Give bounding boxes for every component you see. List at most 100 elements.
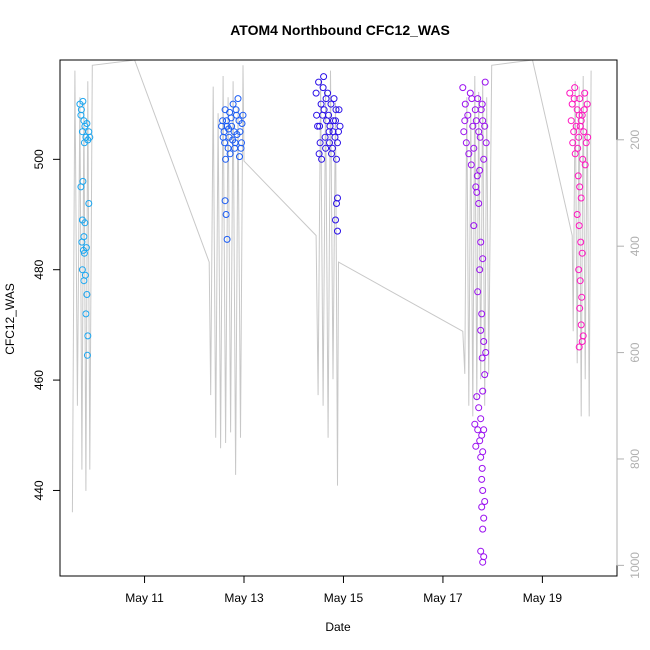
data-point xyxy=(465,150,473,158)
data-point xyxy=(479,525,487,533)
y-tick-label: 500 xyxy=(32,149,46,169)
data-point xyxy=(222,155,230,163)
data-point xyxy=(79,97,87,105)
data-point xyxy=(574,144,582,152)
data-point xyxy=(475,128,483,136)
data-point xyxy=(475,404,483,412)
data-point xyxy=(459,84,467,92)
data-point xyxy=(226,150,234,158)
data-point xyxy=(80,139,88,147)
data-point xyxy=(223,235,231,243)
data-point xyxy=(477,238,485,246)
data-point xyxy=(315,78,323,86)
data-point xyxy=(229,136,237,144)
data-point xyxy=(334,194,341,202)
right-tick-label: 600 xyxy=(628,342,642,362)
data-point xyxy=(80,277,88,285)
data-point xyxy=(573,211,581,218)
data-point xyxy=(222,211,230,218)
data-point xyxy=(323,117,331,125)
data-point xyxy=(567,117,575,125)
data-point xyxy=(576,304,584,312)
data-point xyxy=(473,188,481,196)
data-point xyxy=(575,266,583,274)
right-altitude-axis: 200 400 600 800 1000 xyxy=(616,129,642,579)
data-point xyxy=(570,95,578,103)
data-point xyxy=(479,487,487,494)
data-point xyxy=(236,153,243,161)
data-point xyxy=(464,111,472,119)
data-point xyxy=(470,222,478,230)
y-tick-label: 460 xyxy=(32,370,46,390)
data-point xyxy=(78,128,86,136)
data-point xyxy=(317,100,325,108)
data-point xyxy=(328,150,335,158)
data-point xyxy=(482,349,490,356)
data-point xyxy=(578,338,586,345)
data-point xyxy=(234,95,242,103)
data-point xyxy=(583,100,591,108)
right-tick-label: 800 xyxy=(628,449,642,469)
data-point xyxy=(584,133,592,141)
data-point xyxy=(580,128,588,136)
y-tick-label: 480 xyxy=(32,259,46,279)
data-point xyxy=(575,222,583,230)
data-point xyxy=(461,117,469,125)
data-point xyxy=(571,84,579,92)
data-point xyxy=(476,166,484,174)
data-point xyxy=(566,89,574,97)
data-point xyxy=(478,475,486,483)
data-point xyxy=(479,558,487,566)
data-point xyxy=(315,150,323,158)
data-point xyxy=(482,139,490,147)
data-point xyxy=(318,155,326,163)
data-point xyxy=(225,125,233,133)
data-point xyxy=(233,131,241,138)
data-point xyxy=(82,310,90,318)
data-point xyxy=(326,139,333,147)
data-point xyxy=(479,255,487,263)
right-tick-label: 400 xyxy=(628,236,642,256)
data-point xyxy=(83,351,91,359)
data-point xyxy=(478,503,486,511)
data-point xyxy=(478,310,486,318)
data-point xyxy=(478,354,486,362)
data-point xyxy=(77,111,85,119)
data-point xyxy=(336,122,344,130)
data-point xyxy=(85,200,93,207)
y-axis-label: CFC12_WAS xyxy=(3,283,17,355)
data-point xyxy=(481,371,489,379)
data-point xyxy=(325,128,333,136)
data-point xyxy=(219,117,227,125)
data-point xyxy=(580,106,588,114)
data-point xyxy=(322,144,330,152)
data-point xyxy=(332,106,340,114)
data-point xyxy=(571,150,579,158)
data-point xyxy=(324,89,332,97)
data-point xyxy=(581,89,589,97)
data-point xyxy=(481,122,489,130)
data-point xyxy=(471,420,479,428)
data-point xyxy=(333,155,340,163)
data-point xyxy=(314,122,322,130)
data-point xyxy=(577,321,585,329)
data-point xyxy=(78,266,86,274)
data-point xyxy=(477,326,485,334)
data-point xyxy=(479,387,487,395)
data-point xyxy=(480,553,488,561)
y-axis: 440 460 480 500 xyxy=(32,149,61,500)
data-point xyxy=(474,288,482,296)
data-point xyxy=(316,122,324,130)
data-point xyxy=(319,84,327,92)
data-point xyxy=(481,498,489,505)
data-point xyxy=(575,111,583,119)
right-tick-label: 1000 xyxy=(628,552,642,579)
data-point xyxy=(576,183,584,191)
data-point xyxy=(84,332,92,340)
data-point xyxy=(329,128,337,136)
data-point xyxy=(83,120,91,127)
data-point xyxy=(576,277,584,285)
data-point xyxy=(469,122,477,130)
data-point xyxy=(477,415,485,423)
